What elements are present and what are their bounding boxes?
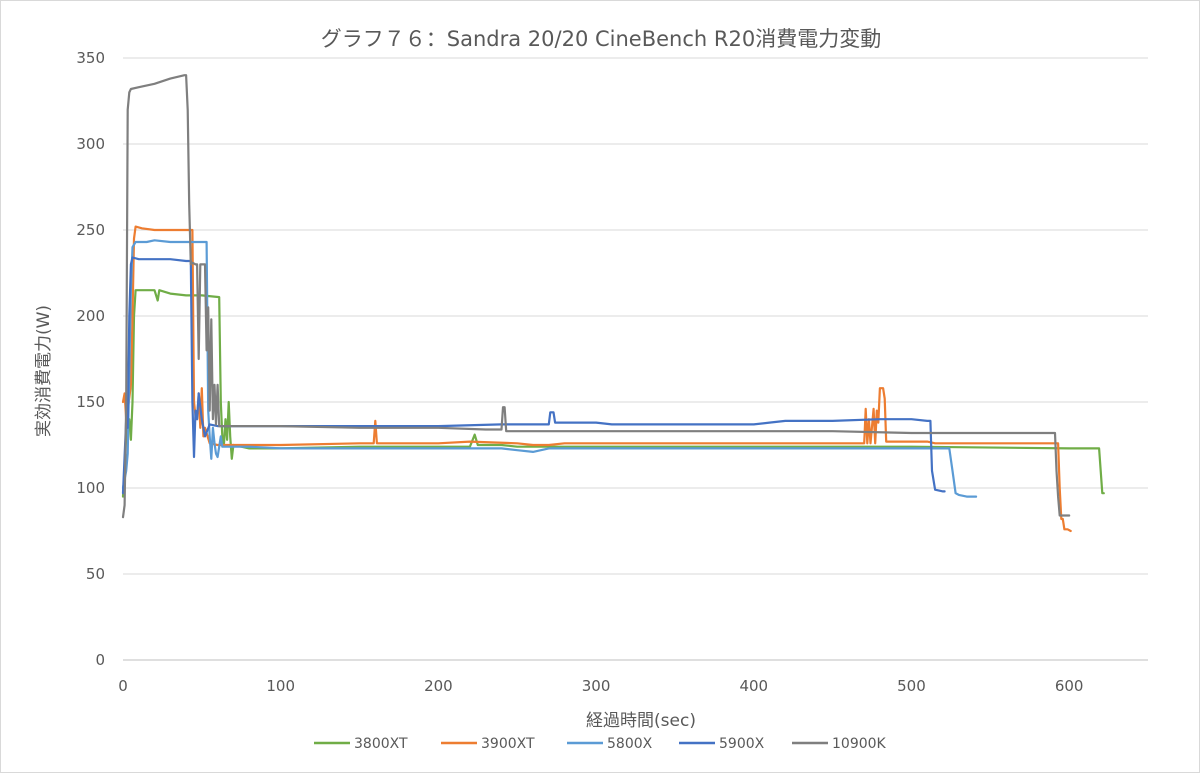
x-tick-label: 0 — [118, 677, 128, 695]
y-axis-title: 実効消費電力(W) — [34, 305, 54, 437]
series-line-10900k — [121, 74, 1071, 519]
y-tick-label: 50 — [86, 565, 105, 583]
x-tick-label: 500 — [897, 677, 926, 695]
y-tick-label: 100 — [76, 479, 105, 497]
x-axis-ticks: 0 100 200 300 400 500 600 — [118, 677, 1083, 695]
gridlines — [123, 57, 1148, 661]
y-tick-label: 350 — [76, 49, 105, 67]
x-axis-title: 経過時間(sec) — [586, 711, 696, 731]
y-axis-ticks: 350 300 250 200 150 100 50 0 — [76, 49, 105, 669]
x-tick-label: 200 — [424, 677, 453, 695]
legend-item: 5800X — [567, 736, 653, 752]
x-tick-label: 300 — [582, 677, 611, 695]
legend-label: 5800X — [607, 736, 653, 752]
legend-item: 5900X — [679, 736, 765, 752]
legend-label: 5900X — [719, 736, 765, 752]
y-tick-label: 200 — [76, 307, 105, 325]
series-line-3900xt — [121, 225, 1072, 533]
series-line-5800x — [121, 239, 978, 498]
y-tick-label: 150 — [76, 393, 105, 411]
y-tick-label: 0 — [95, 651, 105, 669]
legend-item: 10900K — [792, 736, 887, 752]
plot-area — [121, 74, 1105, 533]
legend-item: 3800XT — [314, 736, 408, 752]
legend: 3800XT 3900XT 5800X 5900X 10900K — [314, 736, 887, 752]
series-line-3800xt — [121, 289, 1105, 498]
y-tick-label: 250 — [76, 221, 105, 239]
x-tick-label: 100 — [266, 677, 295, 695]
y-tick-label: 300 — [76, 135, 105, 153]
x-tick-label: 400 — [739, 677, 768, 695]
legend-label: 10900K — [832, 736, 887, 752]
series-line-5900x — [121, 256, 946, 495]
legend-label: 3900XT — [481, 736, 535, 752]
chart-title: グラフ７６：Sandra 20/20 CineBench R20消費電力変動 — [321, 27, 881, 51]
legend-label: 3800XT — [354, 736, 408, 752]
legend-item: 3900XT — [441, 736, 535, 752]
x-tick-label: 600 — [1055, 677, 1084, 695]
